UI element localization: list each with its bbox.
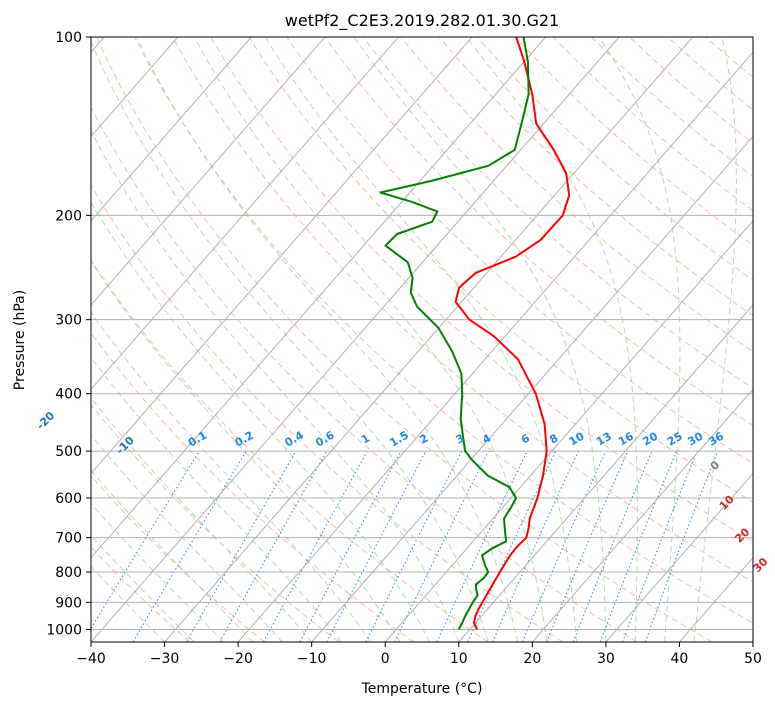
moist-adiabat-line <box>264 37 577 642</box>
x-tick-label: 10 <box>450 651 468 667</box>
x-tick-label: 30 <box>597 651 615 667</box>
x-axis-label: Temperature (°C) <box>361 681 483 697</box>
moist-adiabat-line <box>91 356 342 642</box>
mixing-ratio-line <box>572 450 653 642</box>
x-tick-label: −20 <box>223 651 253 667</box>
y-tick-label: 700 <box>55 531 82 547</box>
x-axis-ticks: −40 −30 −20 −10 0 10 20 30 40 50 <box>76 642 762 667</box>
moist-adiabat-line <box>91 311 371 642</box>
y-tick-label: 300 <box>55 313 82 329</box>
x-tick-label: 20 <box>523 651 541 667</box>
mixing-ratio-line <box>91 450 200 630</box>
moist-adiabat-line <box>91 434 283 642</box>
isotherm-line <box>91 37 620 642</box>
mixing-ratio-line <box>522 450 607 642</box>
isotherm-line <box>91 37 252 222</box>
mixing-ratio-line <box>599 450 678 642</box>
plot-frame <box>90 36 754 643</box>
dry-adiabat-line <box>210 37 753 543</box>
y-tick-label: 900 <box>55 595 82 611</box>
y-tick-label: 400 <box>55 387 82 403</box>
y-tick-label: 1000 <box>46 622 82 638</box>
dry-adiabat-line <box>91 259 489 642</box>
isotherm-line <box>91 37 473 475</box>
dry-adiabat-line <box>96 37 713 642</box>
dewpoint-profile-line <box>379 37 530 630</box>
y-axis-label: Pressure (hPa) <box>12 290 28 390</box>
moist-adiabat-line <box>91 469 254 642</box>
skewed-isotherms <box>91 37 753 642</box>
mixing-ratio-line <box>394 450 489 642</box>
x-tick-label: −40 <box>76 651 106 667</box>
x-tick-label: 0 <box>381 651 390 667</box>
x-tick-label: 50 <box>744 651 762 667</box>
isotherm-line <box>384 219 753 642</box>
isotherm-line <box>91 37 399 390</box>
x-tick-label: −10 <box>297 651 327 667</box>
moist-adiabat-line <box>91 201 430 642</box>
mixing-ratio-line <box>644 450 719 642</box>
mixing-ratio-line <box>299 450 402 642</box>
plot-area <box>91 37 753 642</box>
moist-adiabat-line <box>598 37 681 642</box>
dry-adiabat-line <box>438 37 753 317</box>
dry-adiabat-line <box>248 37 753 503</box>
moist-adiabat-line <box>91 130 460 642</box>
y-tick-label: 600 <box>55 491 82 507</box>
mixing-ratio-line <box>546 450 629 642</box>
moist-adiabat-line <box>693 37 737 642</box>
isotherm-line <box>458 304 753 642</box>
y-tick-label: 800 <box>55 565 82 581</box>
isobar-gridlines <box>91 37 753 630</box>
mixing-ratio-line <box>622 450 698 642</box>
mixing-ratio-line <box>365 450 463 642</box>
y-tick-label: 100 <box>55 30 82 46</box>
isotherm-line <box>164 37 694 642</box>
dry-adiabat-line <box>286 37 753 465</box>
moist-adiabat-line <box>353 37 607 642</box>
isotherm-line <box>91 37 546 559</box>
x-tick-label: 40 <box>671 651 689 667</box>
isotherm-line <box>91 37 326 306</box>
y-axis-ticks: 100 200 300 400 500 600 700 800 900 1000 <box>46 30 91 638</box>
moist-adiabat-line <box>465 37 638 642</box>
mixing-ratio-line <box>263 450 368 642</box>
dry-adiabat-line <box>172 37 753 583</box>
moist-adiabat-label: 40 <box>771 582 775 602</box>
dry-adiabat-line <box>91 475 265 642</box>
y-tick-label: 500 <box>55 444 82 460</box>
isotherm-line <box>237 51 753 642</box>
dry-adiabat-line <box>91 403 340 642</box>
dry-adiabat-line <box>91 546 191 642</box>
dry-adiabat-line <box>91 184 563 642</box>
temperature-profile-line <box>454 37 571 630</box>
mixing-ratio-line <box>219 450 328 642</box>
moist-adiabat-line <box>193 37 548 642</box>
profile-lines <box>379 37 571 630</box>
x-tick-label: −30 <box>150 651 180 667</box>
isotherm-line <box>311 135 753 642</box>
isotherm-line <box>605 472 753 642</box>
isotherm-line <box>531 388 753 642</box>
y-tick-label: 200 <box>55 208 82 224</box>
moist-adiabat-line <box>136 37 519 642</box>
chart-title: wetPf2_C2E3.2019.282.01.30.G21 <box>285 11 559 31</box>
